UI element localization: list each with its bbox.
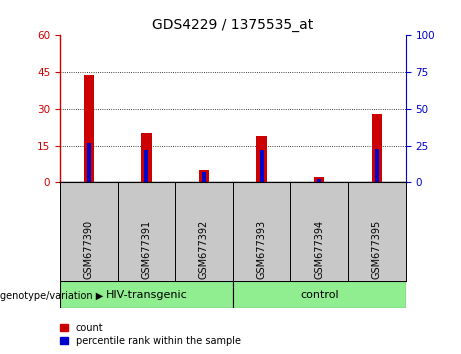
FancyBboxPatch shape [60,281,233,308]
Bar [141,133,152,182]
Text: GSM677392: GSM677392 [199,220,209,279]
Text: GSM677391: GSM677391 [142,220,151,279]
Bar [199,170,209,182]
Text: GSM677393: GSM677393 [257,220,266,279]
Bar [375,149,379,182]
Bar [314,177,325,182]
Bar [260,150,264,182]
Text: GSM677390: GSM677390 [84,220,94,279]
Bar [317,179,321,182]
Title: GDS4229 / 1375535_at: GDS4229 / 1375535_at [152,18,313,32]
Bar [87,143,91,182]
FancyBboxPatch shape [233,281,406,308]
Text: control: control [300,290,338,300]
Bar [202,172,206,182]
Bar [83,75,94,182]
Text: HIV-transgenic: HIV-transgenic [106,290,187,300]
Bar [372,114,382,182]
Text: genotype/variation ▶: genotype/variation ▶ [0,291,103,301]
Text: GSM677394: GSM677394 [314,220,324,279]
Bar [144,150,148,182]
Text: GSM677395: GSM677395 [372,220,382,279]
Bar [256,136,267,182]
Legend: count, percentile rank within the sample: count, percentile rank within the sample [60,323,241,346]
